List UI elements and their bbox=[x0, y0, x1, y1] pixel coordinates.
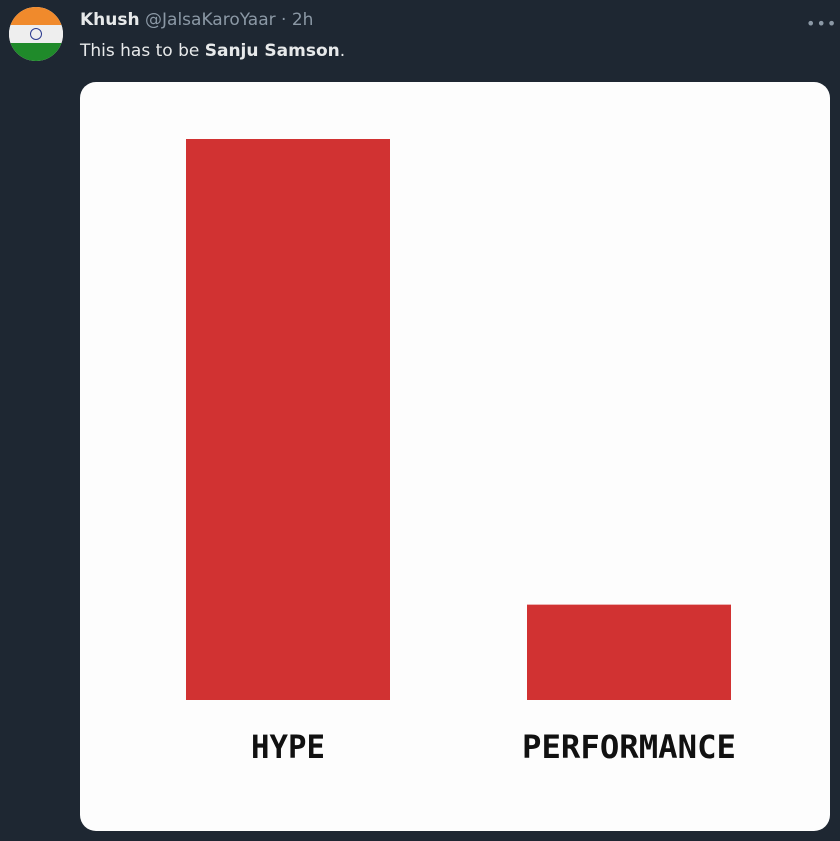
ashoka-chakra-icon bbox=[30, 28, 42, 40]
tweet-text-bold: Sanju Samson bbox=[204, 41, 340, 61]
tweet-text-suffix: . bbox=[339, 41, 346, 61]
tweet-text: This has to be Sanju Samson. bbox=[80, 40, 345, 62]
bar-performance bbox=[527, 604, 731, 700]
author-handle[interactable]: @JalsaKaroYaar bbox=[145, 10, 276, 30]
flag-saffron-stripe bbox=[9, 7, 63, 26]
separator: · bbox=[281, 10, 287, 30]
timestamp[interactable]: 2h bbox=[291, 10, 314, 30]
tweet-header: Khush @JalsaKaroYaar · 2h bbox=[80, 9, 313, 31]
avatar[interactable] bbox=[9, 7, 63, 61]
tick-label-performance: PERFORMANCE bbox=[522, 728, 736, 766]
author-name[interactable]: Khush bbox=[80, 10, 140, 30]
tick-label-hype: HYPE bbox=[251, 728, 325, 766]
bar-hype bbox=[186, 139, 390, 700]
ellipsis-icon: ••• bbox=[806, 14, 838, 33]
tweet-text-prefix: This has to be bbox=[80, 41, 205, 61]
flag-green-stripe bbox=[9, 42, 63, 61]
bar-chart: HYPE PERFORMANCE bbox=[186, 139, 736, 766]
more-options-button[interactable]: ••• bbox=[806, 14, 837, 33]
tweet-image[interactable]: HYPE PERFORMANCE bbox=[80, 82, 830, 831]
